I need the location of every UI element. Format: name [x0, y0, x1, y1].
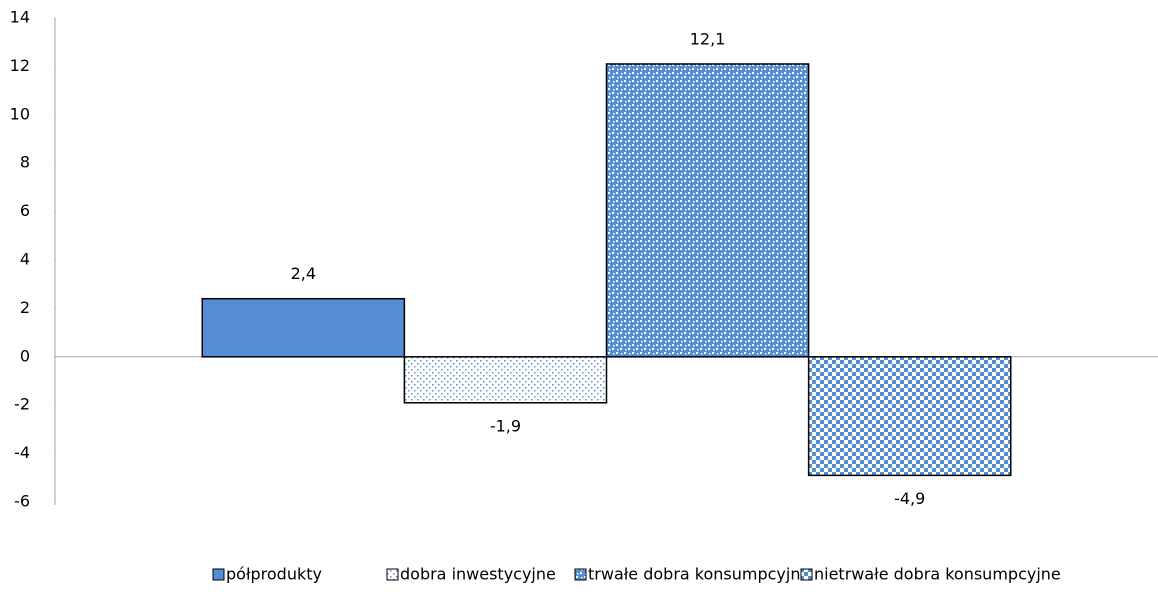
y-tick-label: 4: [20, 250, 30, 269]
legend-label: dobra inwestycyjne: [400, 565, 556, 584]
legend-swatch: [212, 568, 225, 581]
data-label: -1,9: [490, 416, 521, 435]
data-label: 12,1: [690, 29, 726, 48]
legend-label: trwałe dobra konsumpcyjne: [588, 565, 810, 584]
y-tick-label: -4: [14, 443, 30, 462]
y-tick-label: 10: [10, 104, 30, 123]
data-label: 2,4: [291, 264, 316, 283]
legend-swatch: [386, 568, 399, 581]
y-tick-label: 14: [10, 8, 30, 27]
bar: [403, 356, 608, 404]
legend-swatch: [800, 568, 813, 581]
bar: [807, 356, 1012, 477]
bar: [201, 297, 406, 358]
data-label: -4,9: [894, 489, 925, 508]
legend-label: nietrwałe dobra konsumpcyjne: [814, 565, 1061, 584]
y-tick-label: -2: [14, 395, 30, 414]
y-tick-label: 6: [20, 201, 30, 220]
y-tick-label: 8: [20, 153, 30, 172]
y-tick-label: -6: [14, 492, 30, 511]
y-tick-label: 2: [20, 298, 30, 317]
y-tick-label: 0: [20, 346, 30, 365]
y-tick-label: 12: [10, 56, 30, 75]
legend-label: półprodukty: [226, 565, 322, 584]
bar: [605, 63, 810, 358]
legend-swatch: [574, 568, 587, 581]
